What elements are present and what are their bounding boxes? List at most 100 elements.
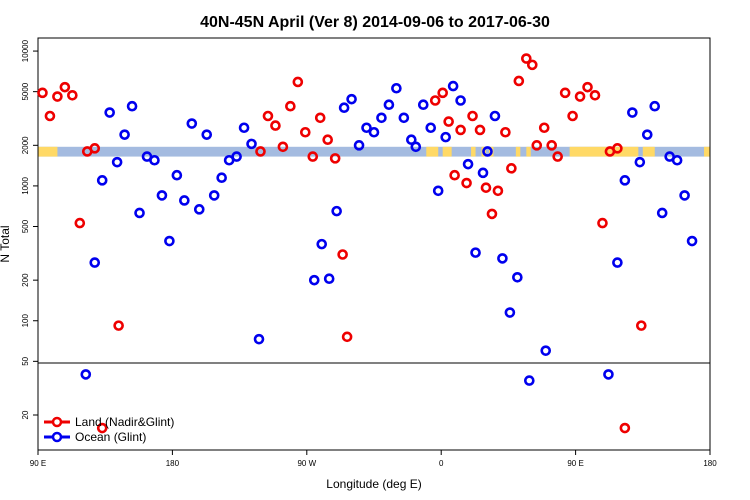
ocean-point <box>656 207 668 219</box>
ocean-point <box>238 122 250 134</box>
land-band-segment <box>704 146 710 157</box>
land-band-segment <box>442 146 452 157</box>
y-tick-label: 100 <box>21 314 30 328</box>
ocean-point <box>331 205 342 217</box>
land-point <box>59 81 71 93</box>
y-axis: 10000 5000 2000 1000 500 200 100 50 20 <box>21 39 38 419</box>
land-point <box>337 249 348 260</box>
x-tick-label: 180 <box>703 459 717 468</box>
land-band-segment <box>471 146 476 157</box>
y-tick-label: 20 <box>21 410 30 419</box>
plot-frame <box>37 37 711 451</box>
ocean-point <box>649 100 661 112</box>
x-tick-label: 90 E <box>567 459 583 468</box>
ocean-point <box>540 345 552 356</box>
land-point <box>341 331 353 343</box>
ocean-point <box>338 102 350 114</box>
land-point <box>300 126 311 138</box>
ocean-point <box>612 257 623 268</box>
ocean-point <box>201 129 213 140</box>
ocean-point <box>425 122 437 134</box>
land-point <box>552 151 563 162</box>
land-point <box>486 208 498 220</box>
ocean-point <box>603 369 614 380</box>
ocean-point <box>410 141 422 153</box>
x-tick-label: 90 W <box>297 459 316 468</box>
ocean-point <box>679 190 690 201</box>
ocean-point <box>346 93 357 105</box>
y-tick-label: 50 <box>21 356 30 365</box>
legend-land-label: Land (Nadir&Glint) <box>75 415 174 429</box>
land-point <box>467 110 478 122</box>
land-point <box>492 185 504 197</box>
land-point <box>474 124 486 136</box>
ocean-point <box>470 247 481 258</box>
land-point <box>96 422 108 434</box>
ocean-point <box>432 185 444 197</box>
ocean-point <box>455 95 466 106</box>
ocean-point <box>406 134 417 146</box>
ocean-point <box>323 273 335 285</box>
y-tick-label: 500 <box>21 219 30 233</box>
ocean-point <box>353 140 365 151</box>
ocean-point <box>619 175 631 186</box>
land-point <box>292 76 304 88</box>
land-point <box>437 87 448 99</box>
land-point <box>307 151 319 162</box>
land-point <box>526 59 538 71</box>
ocean-point <box>308 274 320 286</box>
ocean-point <box>489 110 501 122</box>
ocean-point <box>686 235 698 247</box>
land-band-segment <box>426 146 439 157</box>
land-point <box>619 422 631 434</box>
ocean-point <box>497 253 508 264</box>
land-point <box>277 141 289 153</box>
ocean-point <box>398 112 410 124</box>
land-point <box>546 140 558 151</box>
land-band-segment <box>526 146 531 157</box>
land-point <box>314 112 326 124</box>
ocean-point <box>641 129 653 140</box>
land-point <box>52 91 63 102</box>
y-tick-label: 1000 <box>21 176 30 194</box>
ocean-point <box>119 129 130 140</box>
ocean-point <box>477 167 489 179</box>
y-axis-label: N Total <box>0 225 12 262</box>
ocean-point <box>634 156 646 168</box>
land-point <box>506 163 517 174</box>
ocean-point <box>440 131 451 143</box>
ocean-point <box>316 238 328 250</box>
ocean-point <box>208 190 220 201</box>
ocean-point <box>361 122 372 134</box>
land-point <box>329 153 341 164</box>
land-point <box>74 217 86 229</box>
ocean-point <box>383 99 395 111</box>
land-point <box>636 320 647 331</box>
ocean-point <box>164 235 175 247</box>
y-tick-label: 5000 <box>21 82 30 100</box>
land-band-segment <box>515 146 521 157</box>
legend-ocean-marker <box>51 431 63 443</box>
x-tick-label: 180 <box>166 459 180 468</box>
legend: Land (Nadir&Glint) Ocean (Glint) <box>44 415 174 444</box>
ocean-band <box>38 146 710 157</box>
ocean-point <box>96 175 108 186</box>
legend-ocean-label: Ocean (Glint) <box>75 430 146 444</box>
land-point <box>67 89 78 101</box>
ocean-point <box>149 154 160 166</box>
land-band-segment <box>38 146 58 157</box>
ocean-point <box>524 375 535 386</box>
ocean-point <box>512 271 523 283</box>
y-tick-label: 200 <box>21 273 30 287</box>
ocean-point <box>482 146 493 157</box>
land-point <box>521 53 532 64</box>
land-point <box>443 116 454 127</box>
ocean-point <box>216 172 227 184</box>
land-point <box>113 320 124 331</box>
ocean-point <box>89 257 101 268</box>
land-point <box>37 87 48 99</box>
land-point <box>559 87 571 99</box>
land-point <box>89 143 101 154</box>
x-tick-label: 90 E <box>30 459 46 468</box>
